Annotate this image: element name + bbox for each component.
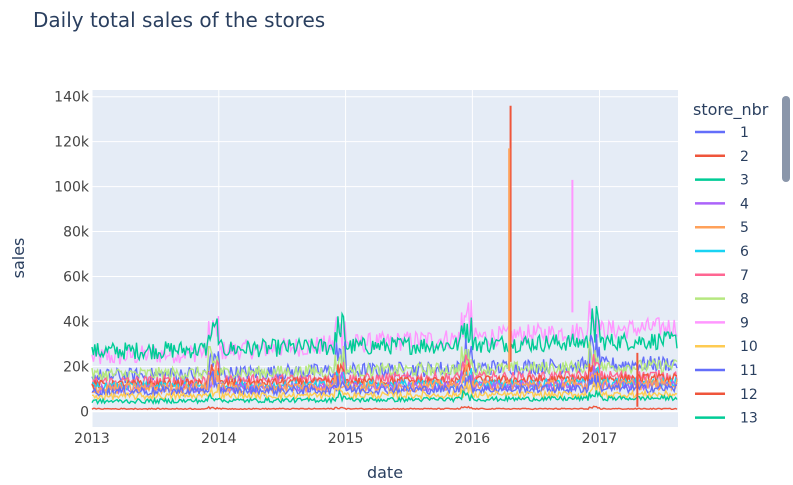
chart-title: Daily total sales of the stores (33, 8, 325, 32)
legend-item-store-10[interactable]: 10 (695, 339, 758, 355)
y-tick-label: 60k (63, 269, 90, 285)
legend-item-store-7[interactable]: 7 (695, 268, 749, 284)
series-line-store-12 (91, 405, 678, 411)
y-tick-label: 40k (63, 314, 90, 330)
legend-item-store-9[interactable]: 9 (695, 315, 749, 331)
x-tick-label: 2014 (201, 431, 237, 447)
legend-label: 11 (740, 363, 758, 379)
legend-item-store-11[interactable]: 11 (695, 363, 758, 379)
legend-item-store-5[interactable]: 5 (695, 220, 749, 236)
legend-label: 13 (740, 411, 758, 427)
y-axis-title: sales (9, 238, 28, 279)
legend-item-store-8[interactable]: 8 (695, 292, 749, 308)
legend-label: 4 (740, 196, 749, 212)
y-axis-ticks: 0 20k 40k 60k 80k 100k 120k 140k (54, 90, 90, 421)
legend-label: 2 (740, 149, 749, 165)
series-line-store-11 (91, 334, 678, 385)
series-line-store-1 (92, 370, 678, 399)
x-tick-label: 2016 (455, 431, 491, 447)
legend-label: 10 (740, 339, 758, 355)
legend-label: 6 (740, 244, 749, 260)
legend-item-store-4[interactable]: 4 (695, 196, 749, 212)
y-tick-label: 100k (54, 180, 90, 196)
x-tick-label: 2017 (582, 431, 618, 447)
legend-label: 1 (740, 125, 749, 141)
legend-item-store-1[interactable]: 1 (695, 125, 749, 141)
legend-item-store-12[interactable]: 12 (695, 387, 758, 403)
y-tick-label: 140k (54, 90, 90, 106)
x-axis-title: date (367, 463, 403, 482)
legend-item-store-2[interactable]: 2 (695, 149, 749, 165)
y-tick-label: 120k (54, 135, 90, 151)
legend-label: 9 (740, 315, 749, 331)
legend-item-store-3[interactable]: 3 (695, 173, 749, 189)
legend-label: 12 (740, 387, 758, 403)
legend-label: 8 (740, 292, 749, 308)
series-lines (91, 105, 678, 411)
legend-title: store_nbr (693, 100, 769, 120)
legend-label: 7 (740, 268, 749, 284)
legend-item-store-13[interactable]: 13 (695, 411, 758, 427)
series-line-store-5 (91, 364, 678, 397)
x-axis-ticks: 2013 2014 2015 2016 2017 (74, 431, 617, 447)
x-tick-label: 2013 (74, 431, 110, 447)
y-tick-label: 80k (63, 225, 90, 241)
legend-label: 3 (740, 173, 749, 189)
x-tick-label: 2015 (328, 431, 364, 447)
legend-label: 5 (740, 220, 749, 236)
series-line-store-10 (91, 380, 678, 402)
y-tick-label: 0 (80, 404, 89, 420)
series-line-store-7 (91, 354, 678, 388)
legend-item-store-6[interactable]: 6 (695, 244, 749, 260)
series-line-store-13 (91, 389, 678, 405)
y-tick-label: 20k (63, 359, 90, 375)
series-line-store-8 (91, 341, 678, 383)
series-line-store-3 (91, 305, 678, 362)
legend-scrollbar[interactable] (782, 96, 790, 182)
